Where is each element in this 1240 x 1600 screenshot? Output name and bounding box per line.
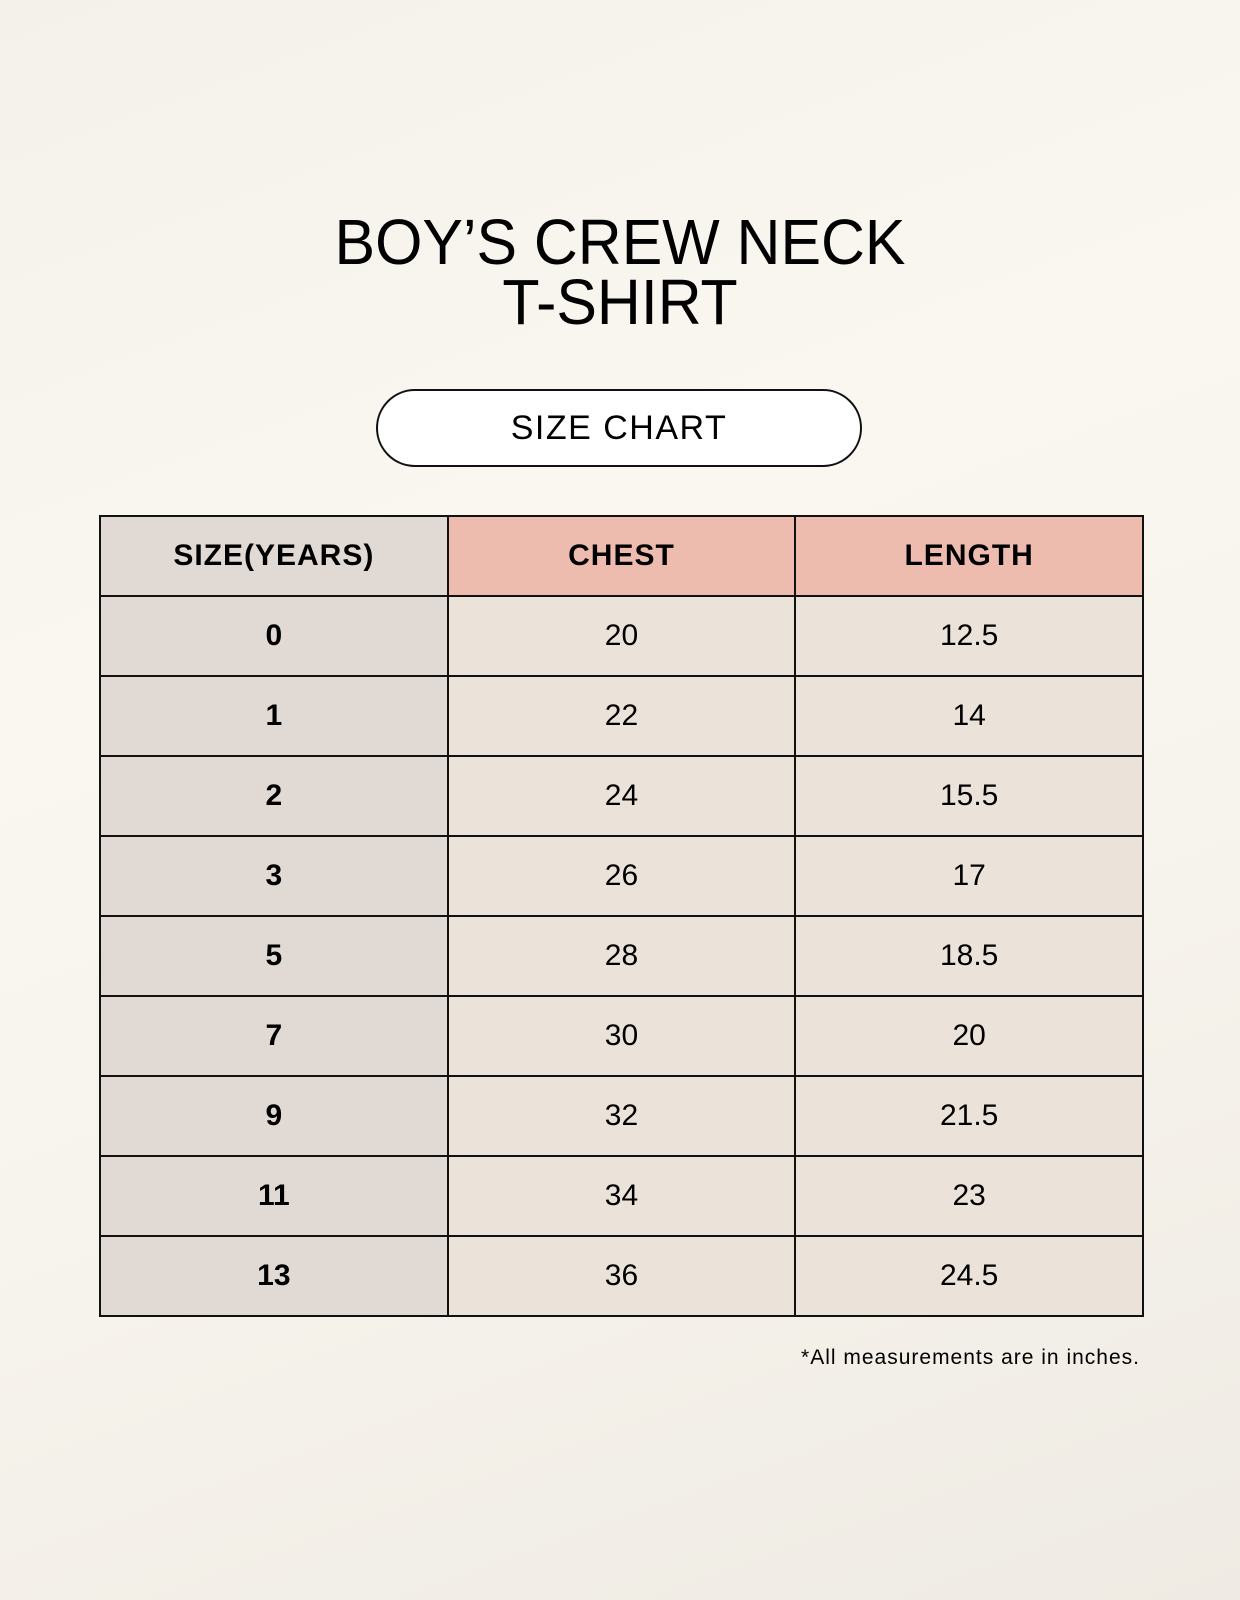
footnote: *All measurements are in inches. (801, 1346, 1140, 1369)
chest-cell: 26 (446, 835, 797, 917)
length-cell: 14 (794, 675, 1144, 757)
page-title: BOY’S CREW NECK T-SHIRT (0, 206, 1240, 338)
chest-cell: 22 (446, 675, 797, 757)
table-row: 7 30 20 (99, 995, 1144, 1077)
size-cell: 9 (99, 1075, 449, 1157)
size-table: SIZE(YEARS) CHEST LENGTH 0 20 12.5 1 22 14 2 24 15… (99, 515, 1144, 1317)
table-row: 9 32 21.5 (99, 1075, 1144, 1157)
size-cell: 13 (99, 1235, 449, 1317)
size-cell: 3 (99, 835, 449, 917)
length-cell: 24.5 (794, 1235, 1144, 1317)
table-row: 11 34 23 (99, 1155, 1144, 1237)
length-cell: 20 (794, 995, 1144, 1077)
chest-cell: 28 (446, 915, 797, 997)
title-line-2: T-SHIRT (502, 266, 738, 338)
chest-cell: 36 (446, 1235, 797, 1317)
table-row: 5 28 18.5 (99, 915, 1144, 997)
table-row: 2 24 15.5 (99, 755, 1144, 837)
column-header: SIZE(YEARS) (99, 515, 449, 597)
size-cell: 11 (99, 1155, 449, 1237)
chest-cell: 34 (446, 1155, 797, 1237)
title-line-1: BOY’S CREW NECK (334, 206, 906, 278)
column-header: CHEST (446, 515, 797, 597)
length-cell: 23 (794, 1155, 1144, 1237)
chest-cell: 30 (446, 995, 797, 1077)
size-chart-badge: SIZE CHART (376, 389, 862, 467)
length-cell: 21.5 (794, 1075, 1144, 1157)
length-cell: 15.5 (794, 755, 1144, 837)
table-row: 0 20 12.5 (99, 595, 1144, 677)
table-row: 1 22 14 (99, 675, 1144, 757)
length-cell: 17 (794, 835, 1144, 917)
size-cell: 5 (99, 915, 449, 997)
length-cell: 18.5 (794, 915, 1144, 997)
size-cell: 0 (99, 595, 449, 677)
table-row: 3 26 17 (99, 835, 1144, 917)
size-cell: 7 (99, 995, 449, 1077)
table-header-row: SIZE(YEARS) CHEST LENGTH (99, 515, 1144, 597)
size-cell: 1 (99, 675, 449, 757)
chest-cell: 20 (446, 595, 797, 677)
table-row: 13 36 24.5 (99, 1235, 1144, 1317)
column-header: LENGTH (794, 515, 1144, 597)
chest-cell: 32 (446, 1075, 797, 1157)
chest-cell: 24 (446, 755, 797, 837)
length-cell: 12.5 (794, 595, 1144, 677)
size-cell: 2 (99, 755, 449, 837)
